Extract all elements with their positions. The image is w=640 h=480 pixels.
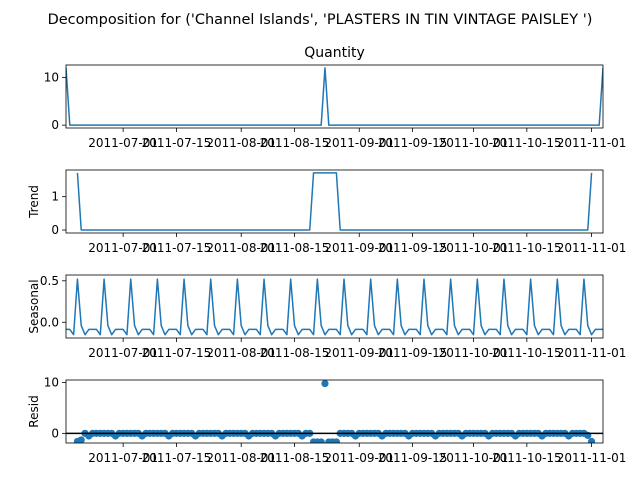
x-tick-label: 2011-08-01	[206, 451, 276, 465]
x-tick-label: 2011-07-01	[88, 136, 158, 150]
x-tick-label: 2011-07-15	[142, 136, 212, 150]
x-tick-label: 2011-10-15	[492, 241, 562, 255]
series-line	[76, 172, 593, 231]
x-tick-label: 2011-09-01	[324, 451, 394, 465]
x-tick-label: 2011-10-01	[439, 346, 509, 360]
x-tick-label: 2011-07-01	[88, 451, 158, 465]
x-tick-label: 2011-10-01	[439, 451, 509, 465]
series-line	[66, 67, 603, 126]
axes-frame	[65, 169, 604, 234]
y-tick-label: 0.5	[40, 274, 59, 288]
x-tick-label: 2011-07-01	[88, 241, 158, 255]
x-tick-label: 2011-11-01	[557, 136, 627, 150]
panel-2: Trend012011-07-012011-07-152011-08-01201…	[27, 169, 627, 255]
x-tick-label: 2011-11-01	[557, 346, 627, 360]
x-tick-label: 2011-09-15	[378, 346, 448, 360]
x-tick-label: 2011-07-15	[142, 241, 212, 255]
resid-point	[321, 380, 329, 388]
y-tick-label: 0	[51, 426, 59, 440]
x-tick-label: 2011-09-15	[378, 136, 448, 150]
y-tick-label: 0	[51, 223, 59, 237]
panel-4: Resid0102011-07-012011-07-152011-08-0120…	[27, 376, 626, 465]
panel-title: Quantity	[304, 45, 365, 61]
x-tick-label: 2011-10-15	[492, 451, 562, 465]
chart-panels: Quantity0102011-07-012011-07-152011-08-0…	[27, 45, 626, 465]
y-axis-label: Seasonal	[27, 279, 41, 333]
resid-point	[587, 437, 596, 443]
x-tick-label: 2011-08-01	[206, 241, 276, 255]
x-tick-label: 2011-10-01	[439, 136, 509, 150]
resid-point	[332, 438, 340, 443]
x-tick-label: 2011-08-15	[260, 451, 330, 465]
y-axis-label: Resid	[27, 395, 41, 427]
panel-1: Quantity 0 10 2011-07-012011-07-152011-08-0…	[44, 45, 627, 150]
series-line	[66, 278, 603, 336]
figure-suptitle: Decomposition for ('Channel Islands', 'P…	[48, 12, 593, 28]
x-tick-label: 2011-09-15	[378, 241, 448, 255]
x-tick-label: 2011-08-15	[260, 241, 330, 255]
resid-point	[317, 438, 325, 443]
x-tick-label: 2011-11-01	[557, 241, 627, 255]
x-tick-label: 2011-07-01	[88, 346, 158, 360]
x-tick-label: 2011-08-15	[260, 346, 330, 360]
x-tick-label: 2011-09-15	[378, 451, 448, 465]
y-tick-label: 1	[51, 190, 59, 204]
x-tick-label: 2011-09-01	[324, 136, 394, 150]
panel-3: Seasonal0.00.52011-07-012011-07-152011-0…	[27, 274, 626, 360]
x-tick-label: 2011-07-15	[142, 346, 212, 360]
y-tick-label: 10	[44, 376, 59, 390]
y-axis-label: Trend	[27, 185, 41, 219]
x-tick-label: 2011-11-01	[557, 451, 627, 465]
x-tick-label: 2011-08-01	[206, 136, 276, 150]
x-tick-label: 2011-07-15	[142, 451, 212, 465]
x-tick-label: 2011-10-15	[492, 346, 562, 360]
y-tick-label: 0.0	[40, 315, 59, 329]
x-tick-label: 2011-10-15	[492, 136, 562, 150]
x-tick-label: 2011-08-01	[206, 346, 276, 360]
y-tick-label: 0	[51, 118, 59, 132]
axes-frame	[65, 64, 604, 129]
x-tick-label: 2011-09-01	[324, 241, 394, 255]
x-tick-label: 2011-09-01	[324, 346, 394, 360]
x-tick-label: 2011-10-01	[439, 241, 509, 255]
y-tick-label: 10	[44, 70, 59, 84]
x-tick-label: 2011-08-15	[260, 136, 330, 150]
resid-point	[77, 436, 85, 443]
axes-frame	[65, 274, 604, 339]
axes-frame	[65, 379, 604, 444]
